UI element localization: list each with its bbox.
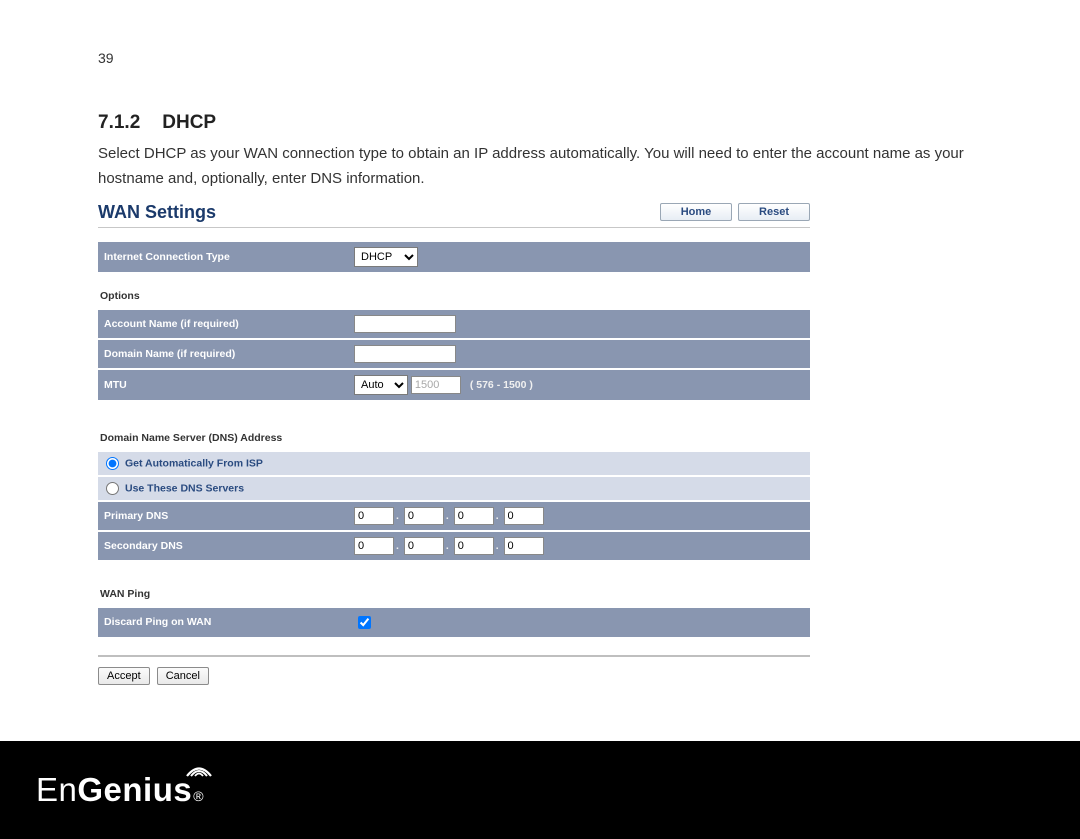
wan-settings-title: WAN Settings <box>98 202 216 223</box>
mtu-value-input <box>411 376 461 394</box>
connection-type-label: Internet Connection Type <box>98 242 348 272</box>
secondary-dns-octet-2[interactable] <box>404 537 444 555</box>
options-table: Account Name (if required) Domain Name (… <box>98 310 810 400</box>
dns-manual-label: Use These DNS Servers <box>125 482 244 494</box>
primary-dns-label: Primary DNS <box>98 501 348 531</box>
dns-auto-radio[interactable] <box>106 457 119 470</box>
connection-type-select[interactable]: DHCP <box>354 247 418 267</box>
secondary-dns-octet-4[interactable] <box>504 537 544 555</box>
mtu-label: MTU <box>98 369 348 400</box>
wan-ping-table: Discard Ping on WAN <box>98 608 810 637</box>
section-description: Select DHCP as your WAN connection type … <box>98 142 998 192</box>
dns-table: Get Automatically From ISP Use These DNS… <box>98 452 810 560</box>
mtu-range-label: ( 576 - 1500 ) <box>470 379 533 391</box>
wan-settings-panel: WAN Settings Home Reset Internet Connect… <box>98 202 810 685</box>
section-heading: 7.1.2 DHCP <box>98 112 1020 134</box>
discard-ping-label: Discard Ping on WAN <box>98 608 348 637</box>
secondary-dns-label: Secondary DNS <box>98 531 348 560</box>
mtu-mode-select[interactable]: Auto <box>354 375 408 395</box>
domain-name-input[interactable] <box>354 345 456 363</box>
account-name-input[interactable] <box>354 315 456 333</box>
secondary-dns-octet-3[interactable] <box>454 537 494 555</box>
wan-ping-heading: WAN Ping <box>100 588 810 600</box>
primary-dns-octet-1[interactable] <box>354 507 394 525</box>
heading-title: DHCP <box>162 112 216 133</box>
options-heading: Options <box>100 290 810 302</box>
domain-name-label: Domain Name (if required) <box>98 339 348 369</box>
page-footer: EnGenius® <box>0 741 1080 839</box>
cancel-button[interactable]: Cancel <box>157 667 209 685</box>
primary-dns-octet-3[interactable] <box>454 507 494 525</box>
primary-dns-octet-4[interactable] <box>504 507 544 525</box>
dns-auto-label: Get Automatically From ISP <box>125 457 263 469</box>
connection-type-table: Internet Connection Type DHCP <box>98 242 810 272</box>
wifi-icon <box>184 759 214 779</box>
brand-logo: EnGenius® <box>36 771 204 809</box>
discard-ping-checkbox[interactable] <box>358 616 371 629</box>
dns-manual-radio[interactable] <box>106 482 119 495</box>
account-name-label: Account Name (if required) <box>98 310 348 339</box>
reset-button[interactable]: Reset <box>738 203 810 221</box>
primary-dns-octet-2[interactable] <box>404 507 444 525</box>
secondary-dns-octet-1[interactable] <box>354 537 394 555</box>
heading-number: 7.1.2 <box>98 112 140 133</box>
home-button[interactable]: Home <box>660 203 732 221</box>
page-number: 39 <box>98 50 1020 66</box>
dns-heading: Domain Name Server (DNS) Address <box>100 432 810 444</box>
accept-button[interactable]: Accept <box>98 667 150 685</box>
